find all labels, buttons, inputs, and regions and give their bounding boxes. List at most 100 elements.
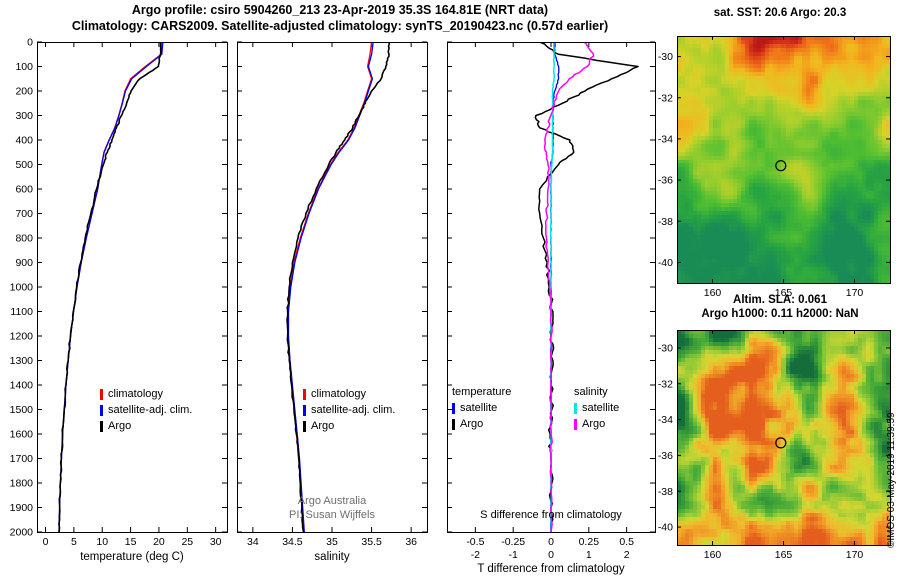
legend-label: Argo [108, 420, 132, 432]
t-diff-axis-label: T difference from climatology [477, 563, 625, 575]
argo-line-swatch [303, 420, 306, 432]
legend-item-t-argo: Argo [452, 416, 511, 432]
tick-label: 600 [15, 184, 33, 196]
tick-label: 1300 [10, 355, 34, 367]
temperature-satellite-adj-clim--line [58, 42, 164, 532]
tick-label: 160 [704, 287, 722, 299]
tick-label: 36 [405, 536, 417, 548]
map-sla-float-marker [775, 437, 787, 449]
legend-item-satadj: satellite-adj. clim. [303, 402, 395, 418]
tick-label: -38 [658, 216, 673, 228]
s-diff-annotation: S difference from climatology [480, 509, 622, 521]
panel-salinity-frame [237, 42, 428, 533]
climatology-line-swatch [303, 388, 306, 400]
sla-map-image [677, 330, 890, 545]
legend-item-climatology: climatology [303, 386, 395, 402]
climatology-line-swatch [100, 388, 103, 400]
tick-label: -30 [658, 342, 673, 354]
tick-label: 165 [775, 549, 793, 561]
t-argo-line-swatch [452, 418, 455, 430]
tick-label: -38 [658, 486, 673, 498]
tick-label: 100 [15, 61, 33, 73]
tick-label: -2 [471, 549, 480, 561]
tick-label: 35.5 [361, 536, 382, 548]
tick-label: 1400 [10, 380, 34, 392]
map-sst-frame [677, 36, 891, 284]
legend-label: Argo [460, 418, 484, 430]
tick-label: 1 [586, 549, 592, 561]
legend-item-argo: Argo [303, 418, 395, 434]
map-sla-frame [677, 330, 891, 546]
diff-legend-salinity: salinity satellite Argo [574, 384, 619, 432]
tick-label: 10 [96, 536, 108, 548]
pi-annotation: PI: Susan Wijffels [289, 509, 375, 521]
tick-label: 170 [846, 287, 864, 299]
tick-label: 200 [15, 86, 33, 98]
temperature-legend: climatology satellite-adj. clim. Argo [100, 386, 192, 434]
tick-label: 500 [15, 159, 33, 171]
legend-item-satadj: satellite-adj. clim. [100, 402, 192, 418]
tick-label: 0 [548, 536, 554, 548]
legend-label: satellite [460, 402, 498, 414]
satadj-line-swatch [303, 404, 306, 416]
tick-label: 160 [704, 549, 722, 561]
panel-temperature: 0 5 10 15 20 25 300100200300400500600700800900… [10, 37, 228, 548]
map-sst-float-marker [775, 160, 787, 172]
sla-map-subtitle: Argo h1000: 0.11 h2000: NaN [701, 308, 859, 320]
tick-label: -0.5 [466, 536, 484, 548]
tick-label: 0.25 [579, 536, 600, 548]
salinity-axis-label: salinity [314, 551, 350, 563]
tick-label: 1600 [10, 429, 34, 441]
tick-label: -40 [658, 522, 673, 534]
sla-map-title: Altim. SLA: 0.061 [733, 294, 827, 306]
temperature-axis-label: temperature (deg C) [80, 551, 184, 563]
argo-line-swatch [100, 420, 103, 432]
tick-label: 400 [15, 135, 33, 147]
tick-label: 35 [326, 536, 338, 548]
tick-label: 1500 [10, 404, 34, 416]
difference-t-argo-line [534, 42, 639, 532]
legend-label: satellite [582, 402, 620, 414]
tick-label: -1 [509, 549, 518, 561]
tick-label: -36 [658, 175, 673, 187]
salinity-argo-line [286, 42, 391, 532]
tick-label: -32 [658, 92, 673, 104]
tick-label: 1100 [10, 306, 33, 318]
legend-item-argo: Argo [100, 418, 192, 434]
s-argo-line-swatch [574, 418, 577, 430]
tick-label: 1800 [10, 478, 34, 490]
temperature-climatology-line [58, 42, 163, 532]
tick-label: 170 [846, 549, 864, 561]
legend-label: climatology [108, 388, 164, 400]
tick-label: 20 [153, 536, 165, 548]
figure-title: Argo profile: csiro 5904260_213 23-Apr-2… [131, 3, 549, 17]
legend-item-climatology: climatology [100, 386, 192, 402]
tick-label: 0.5 [619, 536, 634, 548]
tick-label: 800 [15, 233, 33, 245]
tick-label: 2000 [10, 527, 34, 539]
diff-legend-temperature: temperature satellite Argo [452, 384, 511, 432]
tick-label: 0 [43, 536, 49, 548]
tick-label: -30 [658, 51, 673, 63]
tick-label: 0 [548, 549, 554, 561]
s-satellite-line-swatch [574, 402, 577, 414]
tick-label: -32 [658, 378, 673, 390]
figure-subtitle: Climatology: CARS2009. Satellite-adjuste… [71, 19, 609, 33]
tick-label: 15 [125, 536, 137, 548]
legend-label: satellite-adj. clim. [311, 404, 396, 416]
diff-legend-sal-header: salinity [574, 386, 608, 398]
satadj-line-swatch [100, 404, 103, 416]
tick-label: -36 [658, 450, 673, 462]
tick-label: 1700 [10, 453, 34, 465]
diff-legend-temp-header: temperature [452, 386, 512, 398]
legend-label: Argo [311, 420, 335, 432]
map-sla-axes: 160 165 170 -30 -32 -34 -36 -38 -40 [658, 330, 891, 561]
tick-label: 0 [27, 37, 33, 49]
tick-label: -40 [658, 257, 673, 269]
tick-label: 1200 [10, 331, 34, 343]
map-sst-axes: 160 165 170 -30 -32 -34 -36 -38 -40 [658, 36, 891, 299]
temperature-argo-line [58, 42, 162, 532]
tick-label: 700 [15, 208, 33, 220]
salinity-legend: climatology satellite-adj. clim. Argo [303, 386, 395, 434]
